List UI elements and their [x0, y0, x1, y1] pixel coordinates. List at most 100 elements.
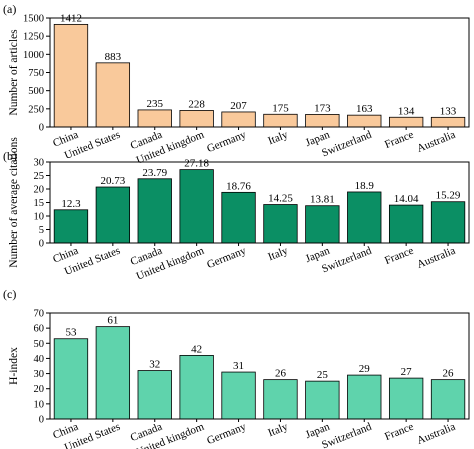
x-tick-label: Germany [205, 244, 248, 271]
bar [137, 178, 172, 244]
y-tick-label: 40 [34, 354, 45, 365]
bar [221, 111, 256, 128]
y-tick-label: 70 [34, 309, 45, 320]
y-tick-label: 20 [34, 185, 45, 196]
bar [221, 191, 256, 244]
x-tick-label: Australia [415, 245, 457, 271]
bar [95, 186, 131, 244]
bar [53, 23, 89, 128]
y-tick-label: 15 [34, 198, 45, 209]
bar [347, 114, 382, 128]
bar [53, 338, 89, 420]
y-tick-label: 50 [34, 339, 45, 350]
data-label: 25 [317, 369, 329, 381]
bar [347, 191, 382, 244]
x-tick-label: Germany [205, 420, 248, 447]
data-label: 163 [356, 103, 373, 115]
y-tick-label: 0 [39, 239, 44, 250]
x-tick-label: Australia [415, 421, 457, 447]
data-label: 134 [398, 105, 415, 117]
x-tick-label: Germany [205, 128, 248, 155]
panel-label: (b) [3, 149, 17, 163]
y-tick-label: 0 [39, 415, 44, 426]
panel-label: (c) [3, 287, 16, 301]
bar [263, 204, 298, 244]
data-label: 235 [147, 98, 164, 110]
bar [263, 113, 298, 128]
bar [179, 354, 214, 420]
data-label: 26 [443, 368, 455, 380]
y-axis-label: Number of articles [8, 29, 20, 116]
y-tick-label: 1000 [23, 50, 44, 61]
data-label: 18.9 [355, 180, 375, 192]
x-tick-label: France [383, 129, 415, 151]
y-tick-label: 25 [34, 171, 45, 182]
y-tick-label: 0 [39, 123, 44, 134]
data-label: 15.29 [436, 190, 461, 202]
data-label: 18.76 [226, 180, 251, 192]
y-tick-label: 1500 [23, 14, 44, 25]
bar [263, 379, 298, 420]
bar [305, 114, 340, 128]
y-tick-label: 10 [34, 399, 45, 410]
x-tick-label: Italy [266, 128, 290, 147]
data-label: 12.3 [61, 198, 81, 210]
data-label: 173 [314, 102, 331, 114]
bar [430, 201, 466, 244]
bar [53, 209, 89, 244]
bar [95, 326, 131, 420]
bar [137, 109, 172, 128]
y-tick-label: 30 [34, 158, 45, 169]
bar [388, 204, 424, 244]
data-label: 207 [230, 100, 247, 112]
y-tick-label: 500 [28, 86, 44, 97]
panel-c-h-index: (c) 53 61 32 42 31 26 25 29 27 26 0 10 20 30 40 50 60 70 H-… [3, 287, 470, 449]
data-label: 175 [272, 102, 289, 114]
x-tick-label: Italy [266, 244, 290, 263]
y-tick-label: 1250 [23, 32, 44, 43]
data-label: 61 [107, 315, 118, 327]
bar [347, 374, 382, 420]
data-label: 14.04 [394, 193, 419, 205]
y-axis-label: Number of average citations [8, 137, 20, 268]
data-label: 13.81 [310, 194, 335, 206]
data-label: 26 [275, 368, 287, 380]
x-tick-label: Australia [415, 129, 457, 155]
data-label: 27 [401, 366, 413, 378]
bar [137, 370, 172, 420]
data-label: 53 [65, 327, 77, 339]
bar [95, 62, 131, 128]
bar [305, 380, 340, 420]
y-tick-label: 10 [34, 212, 45, 223]
panel-label: (a) [3, 2, 16, 16]
data-label: 31 [233, 360, 244, 372]
data-label: 14.25 [268, 193, 293, 205]
bar [305, 205, 340, 244]
plot-frame [49, 312, 470, 420]
data-label: 23.79 [142, 167, 167, 179]
bar [221, 371, 256, 420]
data-label: 883 [105, 51, 122, 63]
y-tick-label: 250 [28, 104, 44, 115]
y-tick-label: 5 [39, 225, 44, 236]
bar [388, 116, 424, 128]
data-label: 32 [149, 359, 160, 371]
data-label: 42 [191, 343, 202, 355]
x-tick-label: France [383, 245, 415, 267]
data-label: 20.73 [100, 175, 125, 187]
data-label: 27.18 [184, 158, 209, 170]
data-label: 228 [188, 98, 205, 110]
y-axis-label: H-index [8, 347, 20, 385]
y-tick-label: 60 [34, 324, 45, 335]
x-tick-label: France [383, 421, 415, 443]
bar [430, 379, 466, 420]
data-label: 133 [440, 105, 457, 117]
bar [430, 116, 466, 128]
y-tick-label: 30 [34, 369, 45, 380]
data-label: 29 [359, 363, 371, 375]
bar [179, 169, 214, 244]
x-tick-label: Italy [266, 420, 290, 439]
bar [388, 377, 424, 420]
